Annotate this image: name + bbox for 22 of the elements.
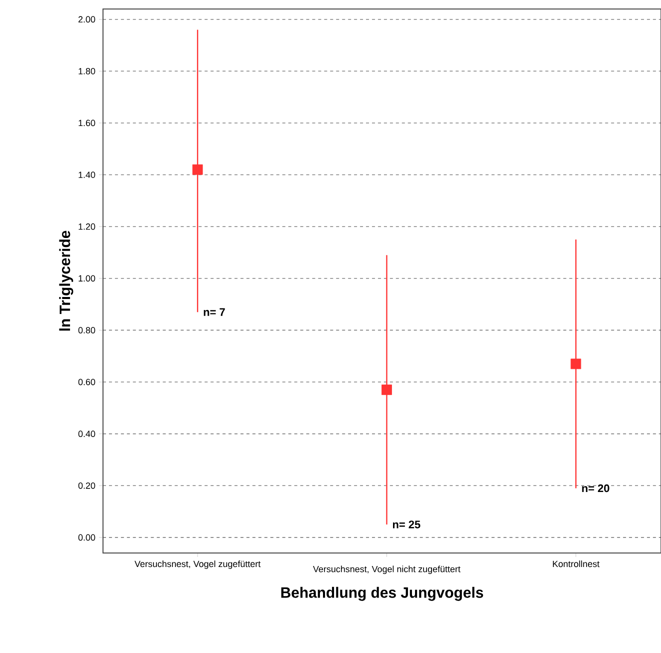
annotation: n= 20 — [582, 484, 610, 492]
point — [382, 384, 392, 395]
point — [192, 164, 203, 175]
y-tick-label: 0.00 — [78, 534, 96, 541]
y-tick-label: 0.60 — [78, 378, 96, 386]
x-axis-title: Behandlung des Jungvogels — [281, 586, 484, 601]
y-tick-label: 1.80 — [78, 68, 96, 74]
x-tick-label: Versuchsnest, Vogel zugefüttert — [134, 560, 261, 569]
annotation: n= 25 — [392, 520, 420, 528]
annotation: n= 7 — [204, 308, 225, 316]
y-axis-title: ln Triglyceride — [59, 230, 74, 331]
point — [570, 358, 582, 370]
y-tick-label: 2.00 — [78, 16, 96, 23]
y-tick-label: 1.00 — [78, 275, 96, 282]
y-tick-label: 1.20 — [78, 223, 96, 230]
y-tick-label: 0.80 — [78, 327, 96, 334]
x-tick-label: Versuchsnest, Vogel nicht zugefüttert — [313, 566, 460, 574]
y-tick-label: 0.40 — [78, 430, 96, 438]
y-tick-label: 1.60 — [78, 120, 96, 126]
y-tick-label: 1.40 — [78, 172, 96, 178]
x-tick-label: Kontrollnest — [552, 560, 600, 568]
y-tick-label: 0.20 — [78, 482, 96, 489]
